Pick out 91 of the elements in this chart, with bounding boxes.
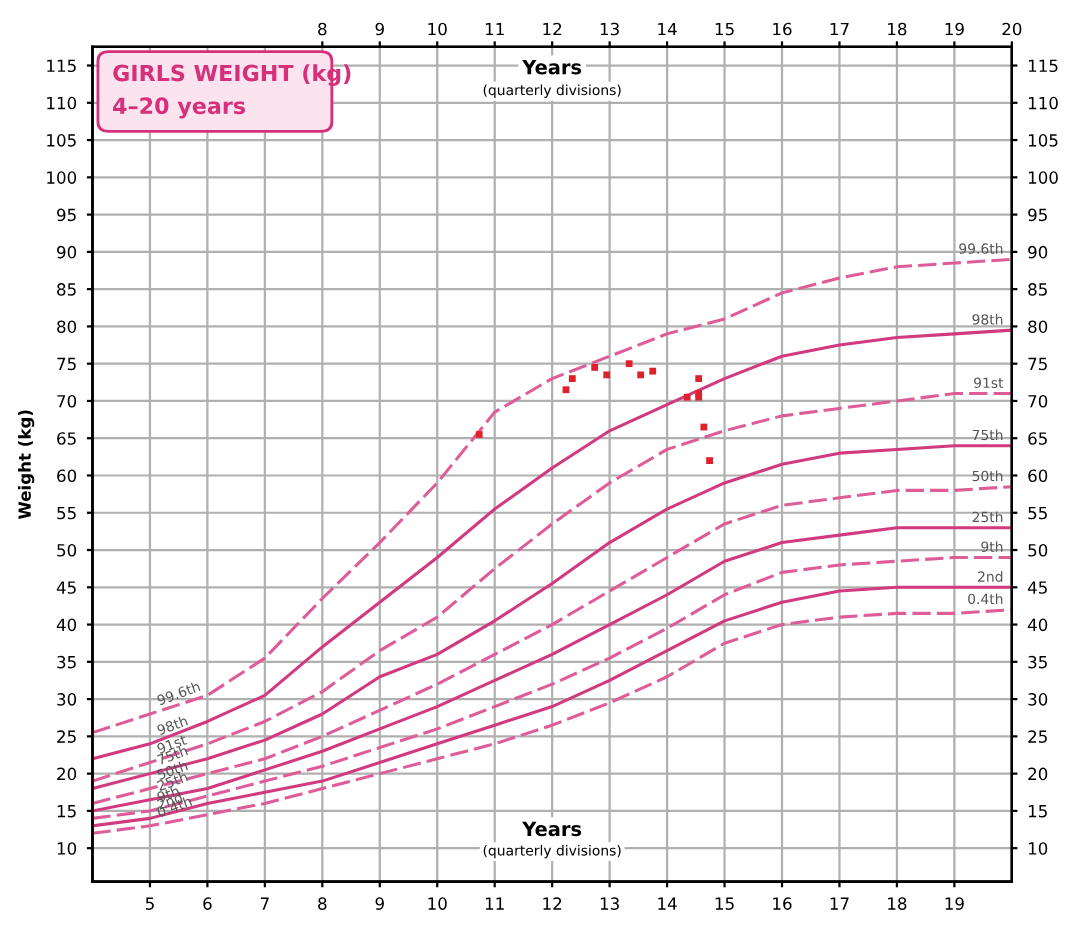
x-tick-label: 15 — [715, 897, 734, 910]
y2-tick-label: 95 — [1028, 208, 1047, 222]
y2-tick-label: 65 — [1028, 432, 1047, 445]
x-tick-label: 7 — [260, 897, 269, 910]
x-tick-label: 9 — [375, 897, 384, 910]
y-tick-label: 25 — [57, 730, 76, 743]
x-tick-label: 12 — [543, 897, 562, 910]
y2-tick-label: 20 — [1028, 767, 1048, 781]
y-tick-label: 65 — [57, 432, 76, 445]
y2-tick-label: 70 — [1028, 394, 1048, 408]
y2-tick-label: 60 — [1028, 469, 1048, 483]
point — [700, 423, 708, 431]
x2-tick-label: 18 — [888, 22, 907, 36]
y-tick-label: 75 — [57, 357, 76, 371]
x2-tick-label: 9 — [375, 22, 384, 36]
x2-tick-label: 10 — [428, 22, 447, 36]
y-tick-label: 80 — [57, 320, 77, 333]
x2-tick-label: 17 — [830, 22, 849, 36]
x-tick-label: 13 — [600, 897, 619, 910]
y-axis-title: Weight (kg) — [18, 410, 35, 520]
x2-tick-label: 11 — [485, 22, 504, 36]
line-series — [92, 328, 1012, 761]
line-series — [92, 444, 1012, 791]
y2-tick-label: 40 — [1027, 618, 1048, 632]
y-tick-label: 10 — [57, 842, 77, 855]
x-tick-label: 10 — [428, 897, 447, 910]
point — [683, 393, 691, 401]
point — [603, 371, 611, 379]
x-tick-label: 6 — [203, 897, 212, 910]
y-tick-label: 60 — [57, 469, 77, 483]
x-tick-label: 18 — [888, 897, 907, 910]
y2-tick-label: 15 — [1028, 805, 1047, 818]
y2-tick-label: 85 — [1028, 283, 1047, 296]
y-tick-label: 50 — [57, 543, 77, 557]
point — [568, 375, 576, 382]
point — [625, 360, 633, 368]
y-tick-label: 105 — [47, 134, 76, 147]
x-tick-label: 17 — [830, 897, 849, 910]
y-tick-label: 40 — [56, 618, 77, 632]
y2-tick-label: 80 — [1028, 320, 1048, 333]
text: 4–20 years — [113, 97, 245, 119]
point — [649, 367, 657, 375]
x2-tick-label: 16 — [773, 22, 792, 36]
point — [695, 375, 703, 382]
x-tick-label: 5 — [145, 897, 154, 910]
y2-tick-label: 115 — [1028, 59, 1058, 73]
y-tick-label: 30 — [57, 693, 77, 706]
x-tick-label: 8 — [318, 897, 327, 910]
y2-tick-label: 105 — [1028, 134, 1058, 147]
y-tick-label: 90 — [57, 245, 77, 259]
point — [562, 386, 570, 394]
point — [475, 431, 483, 438]
y-tick-label: 15 — [57, 805, 76, 818]
y2-tick-label: 30 — [1028, 693, 1048, 706]
y-tick-label: 70 — [57, 394, 77, 408]
x2-tick-label: 13 — [600, 22, 619, 36]
y-tick-label: 45 — [56, 581, 76, 594]
y-tick-label: 110 — [47, 96, 77, 110]
x-tick-label: 19 — [945, 897, 964, 910]
y2-tick-label: 55 — [1028, 506, 1047, 520]
x2-tick-label: 14 — [658, 22, 677, 36]
y-tick-label: 55 — [57, 506, 76, 520]
x2-tick-label: 15 — [715, 22, 734, 36]
x2-tick-label: 8 — [318, 22, 327, 36]
point — [706, 457, 713, 464]
y-tick-label: 115 — [47, 59, 76, 73]
y2-tick-label: 75 — [1028, 357, 1047, 371]
x2-tick-label: 19 — [945, 22, 964, 36]
line-series — [92, 257, 1012, 735]
y-tick-label: 100 — [47, 171, 77, 184]
x-tick-label: 16 — [773, 897, 792, 910]
y-tick-label: 85 — [57, 283, 76, 296]
x2-tick-label: 20 — [1002, 22, 1022, 36]
y2-tick-label: 50 — [1028, 543, 1048, 557]
y2-tick-label: 45 — [1027, 581, 1047, 594]
point — [591, 364, 599, 371]
y2-tick-label: 10 — [1028, 842, 1048, 855]
point — [637, 371, 645, 379]
x-tick-label: 11 — [485, 897, 504, 910]
x2-tick-label: 12 — [543, 22, 562, 36]
y2-tick-label: 90 — [1028, 245, 1048, 259]
y2-tick-label: 110 — [1028, 96, 1058, 110]
y2-tick-label: 35 — [1028, 655, 1047, 669]
x2-axis-title: Years — [522, 60, 582, 75]
y-tick-label: 20 — [57, 767, 77, 781]
x-tick-label: 14 — [658, 897, 677, 910]
x-axis-title: Years — [522, 821, 582, 837]
y-tick-label: 35 — [57, 655, 76, 669]
y2-tick-label: 25 — [1028, 730, 1047, 743]
y-tick-label: 95 — [57, 208, 76, 222]
y2-tick-label: 100 — [1028, 171, 1058, 184]
